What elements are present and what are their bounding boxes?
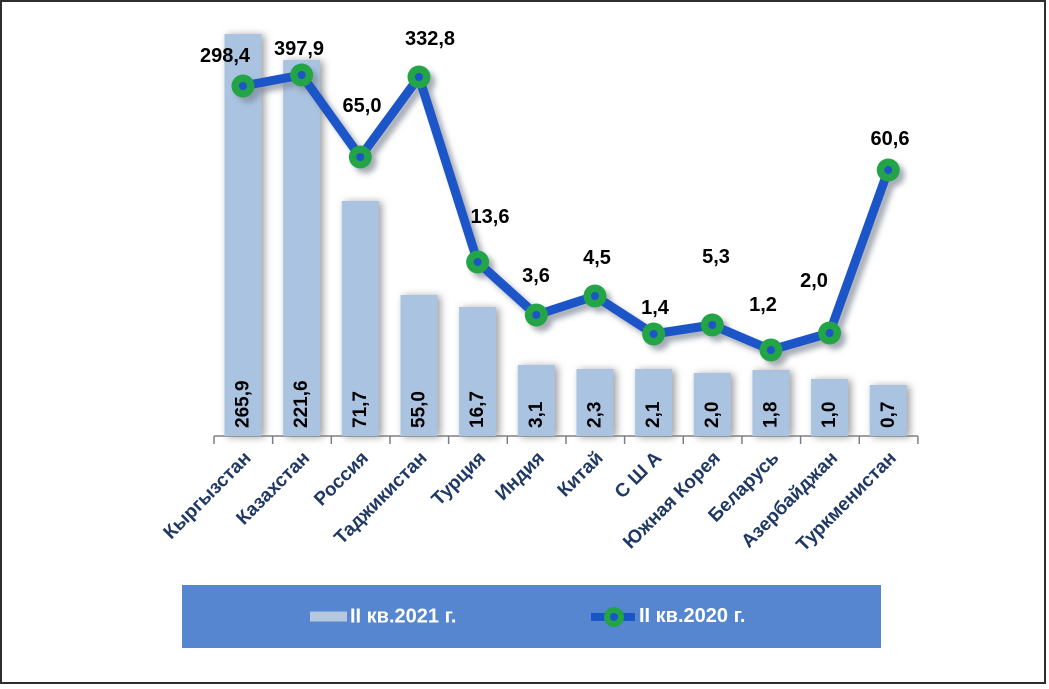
line-value-label: 65,0 — [343, 95, 382, 117]
legend-marker-inner — [610, 612, 618, 621]
legend: II кв.2021 г. II кв.2020 г. — [182, 585, 881, 648]
bar-value-label: 0,7 — [878, 402, 899, 428]
line-point-marker-center — [414, 73, 423, 81]
line-value-label: 397,9 — [274, 38, 324, 60]
bar-Беларусь — [752, 370, 790, 436]
line-value-label: 332,8 — [405, 28, 455, 50]
line-value-label: 1,2 — [749, 294, 777, 316]
line-point-marker-center — [649, 330, 658, 338]
bar-Турция — [459, 307, 497, 436]
bar-С Ш А — [635, 369, 673, 436]
line-point-marker-center — [590, 292, 599, 300]
legend-label-2021: II кв.2021 г. — [350, 605, 457, 627]
bar-value-label: 265,9 — [233, 380, 254, 428]
line-point-marker-center — [356, 153, 365, 161]
bar-value-label: 55,0 — [408, 391, 429, 428]
bar-value-label: 16,7 — [467, 391, 488, 428]
category-label: Китай — [554, 448, 608, 502]
bar-Туркменистан — [869, 385, 907, 436]
line-point-marker-center — [884, 166, 893, 174]
line-point-marker-center — [473, 258, 482, 266]
line-value-label: 4,5 — [583, 247, 611, 269]
bar-Южная Корея — [693, 373, 731, 436]
line-value-label: 298,4 — [200, 45, 251, 67]
legend-label-2020: II кв.2020 г. — [639, 605, 746, 627]
bar-Индия — [517, 365, 555, 436]
category-label: Индия — [492, 448, 549, 505]
line-point-marker-center — [825, 329, 834, 337]
line-series — [231, 63, 900, 362]
bar-value-label: 221,6 — [291, 380, 312, 428]
bar-Китай — [576, 369, 614, 436]
legend-item-line-series: II кв.2020 г. — [590, 605, 745, 629]
bar-series-swatch-icon — [310, 611, 347, 622]
bar-Таджикистан — [400, 295, 438, 436]
category-label: Турция — [428, 448, 490, 510]
line-value-label: 60,6 — [871, 128, 910, 150]
bar-Россия — [341, 201, 379, 436]
bar-Азербайджан — [811, 379, 849, 436]
line-point-marker-center — [239, 82, 247, 90]
bar-Казахстан — [283, 60, 321, 436]
bar-value-label: 1,8 — [760, 402, 781, 428]
legend-item-bar-series: II кв.2021 г. — [310, 605, 456, 628]
line-value-label: 1,4 — [641, 297, 670, 319]
bar-Кыргызстан — [224, 34, 262, 436]
line-value-label: 3,6 — [522, 265, 550, 287]
line-series-path — [238, 70, 893, 355]
line-point-marker-center — [766, 346, 775, 354]
bar-value-label: 2,0 — [702, 402, 723, 428]
category-label: Туркменистан — [793, 448, 901, 556]
bar-value-label: 2,1 — [643, 401, 664, 428]
line-point-marker-center — [708, 321, 717, 329]
line-series-swatch-icon — [591, 606, 635, 627]
bar-value-label: 2,3 — [584, 402, 605, 428]
bar-value-label: 1,0 — [819, 402, 840, 428]
category-label: С Ш А — [611, 447, 666, 502]
line-point-marker-center — [532, 311, 541, 319]
line-value-label: 13,6 — [471, 206, 510, 228]
bar-value-label: 3,1 — [526, 401, 547, 428]
line-point-marker-center — [297, 71, 306, 79]
line-value-label: 5,3 — [702, 246, 730, 268]
line-value-label: 2,0 — [800, 270, 828, 292]
category-label: Кыргызстан — [160, 448, 256, 544]
bar-value-label: 71,7 — [350, 391, 371, 428]
